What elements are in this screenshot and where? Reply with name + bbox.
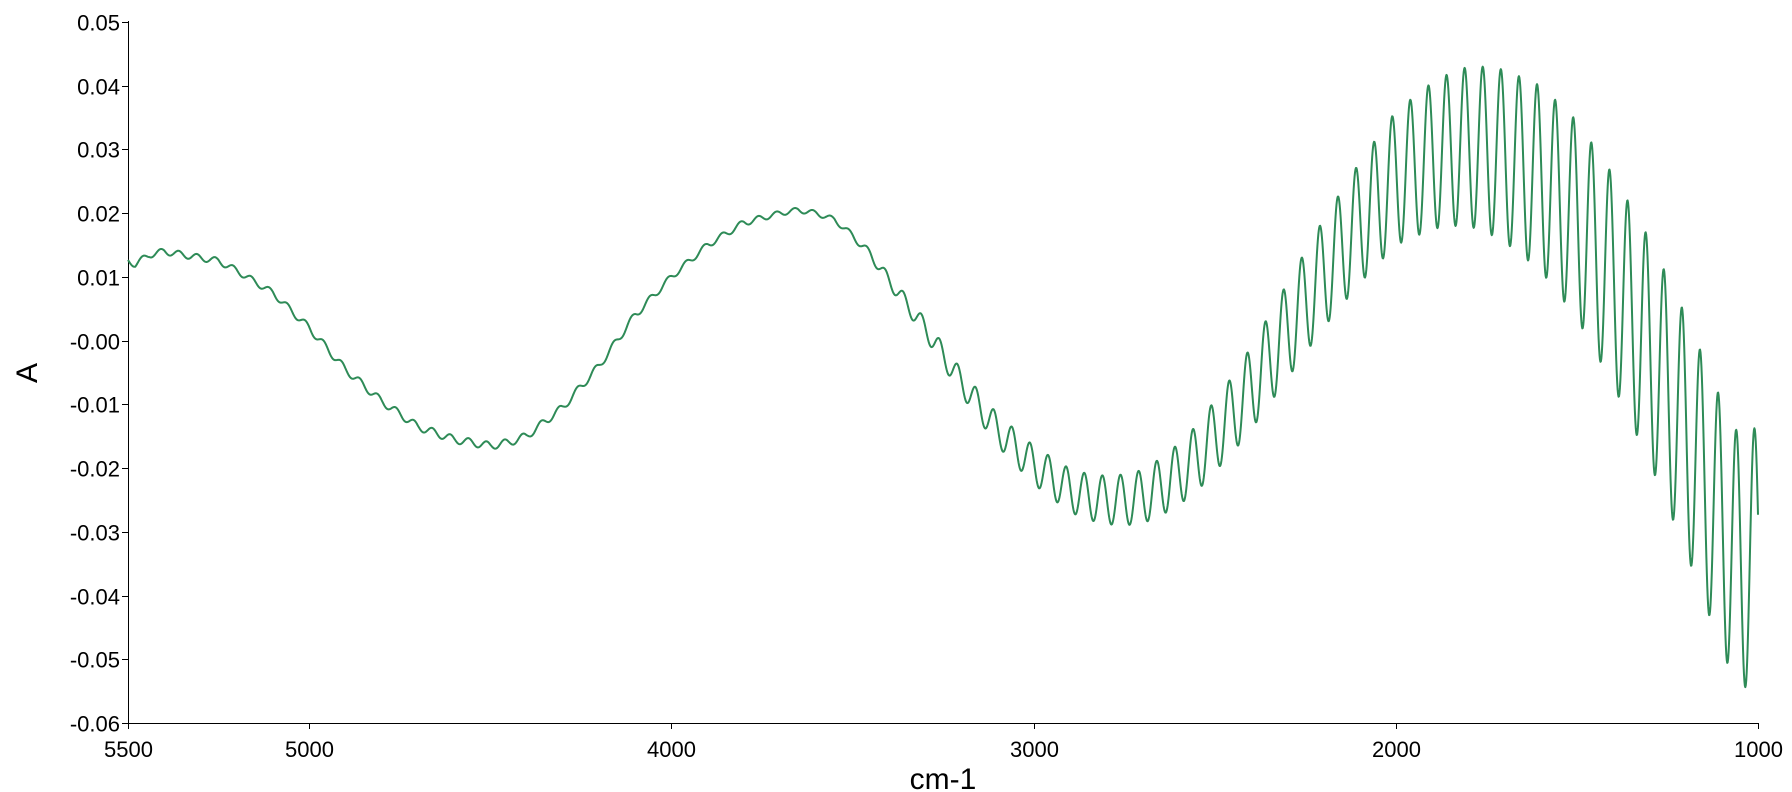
x-tick-label: 3000 [1010,737,1059,762]
x-tick-label: 5000 [285,737,334,762]
y-ticks: 0.05 0.04 0.03 0.02 0.01 -0.00 -0.01 -0.02 -0.03… [70,11,128,737]
y-tick-label: -0.04 [70,585,120,610]
y-tick-label: 0.04 [77,75,120,100]
y-tick-label: -0.01 [70,393,120,418]
y-tick-label: -0.05 [70,648,120,673]
y-tick-label: 0.01 [77,266,120,291]
spectrum-line [127,65,1759,689]
y-tick-label: -0.03 [70,521,120,546]
y-axis-title: A [11,363,44,383]
axes [128,21,1758,724]
y-tick-label: 0.03 [77,138,120,163]
x-tick-label: 4000 [647,737,696,762]
x-tick-label: 2000 [1372,737,1421,762]
y-tick-label: 0.02 [77,202,120,227]
x-ticks: 5500 5000 4000 3000 2000 1000 [104,723,1783,762]
x-tick-label: 5500 [104,737,153,762]
x-tick-label: 1000 [1734,737,1783,762]
y-tick-label: 0.05 [77,11,120,36]
x-axis-title: cm-1 [910,763,977,792]
y-tick-label: -0.06 [70,712,120,737]
y-tick-label: -0.00 [70,330,120,355]
y-tick-label: -0.02 [70,457,120,482]
